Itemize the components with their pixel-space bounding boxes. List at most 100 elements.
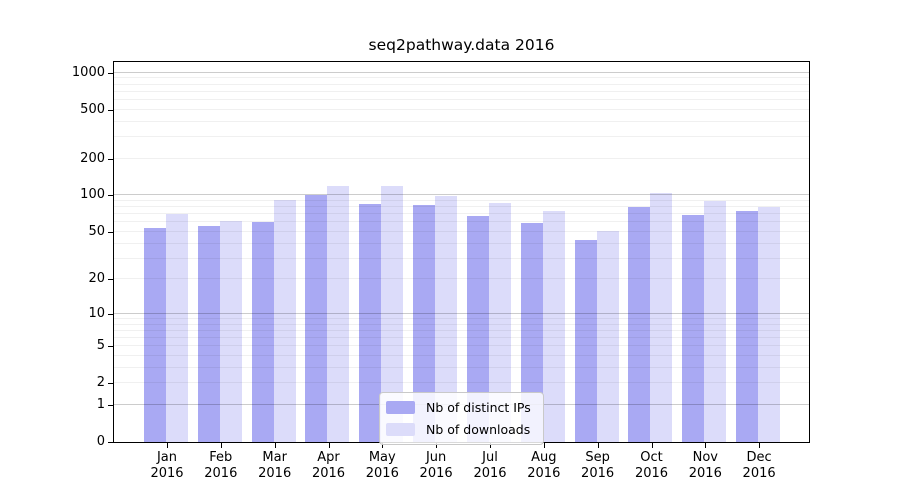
gridline-minor <box>114 355 809 356</box>
gridline-minor <box>114 317 809 319</box>
x-tick-mark <box>167 443 168 448</box>
legend-item-distinct-ips: Nb of distinct IPs <box>386 397 531 418</box>
x-tick-label-may: May 2016 <box>365 450 399 481</box>
y-tick-mark <box>108 313 113 315</box>
bar-ips-jun <box>413 205 436 442</box>
gridline-minor <box>114 230 809 232</box>
gridline-minor <box>114 242 809 244</box>
gridline-minor <box>114 77 809 79</box>
x-tick-mark <box>705 443 707 448</box>
y-tick-mark <box>108 279 113 281</box>
gridline-minor <box>114 382 809 384</box>
bars-layer <box>114 62 809 442</box>
x-tick-mark <box>382 443 384 448</box>
gridline-minor <box>114 323 809 325</box>
bar-ips-nov <box>682 215 705 442</box>
gridline-minor <box>114 136 809 137</box>
x-tick-label-mar: Mar 2016 <box>258 450 292 481</box>
bar-ips-jul <box>466 215 489 442</box>
y-tick-label: 100 <box>80 187 105 203</box>
legend-swatch-distinct-ips <box>386 401 415 414</box>
legend: Nb of distinct IPs Nb of downloads <box>379 392 544 445</box>
bar-downloads-sep <box>596 230 619 442</box>
y-tick-label: 5 <box>96 338 105 354</box>
gridline-minor <box>114 278 809 280</box>
x-tick-label-oct: Oct 2016 <box>634 450 669 481</box>
gridline-minor <box>114 206 809 208</box>
y-tick-label: 1000 <box>71 64 105 80</box>
y-tick-mark <box>108 405 113 406</box>
bar-ips-aug <box>520 223 543 442</box>
y-tick-mark <box>108 72 113 74</box>
gridline-minor <box>114 345 809 347</box>
y-tick-label: 10 <box>88 305 105 321</box>
gridline-minor <box>114 83 809 85</box>
x-tick-mark <box>490 443 491 448</box>
x-tick-label-sep: Sep 2016 <box>581 450 615 481</box>
gridline-minor <box>114 329 809 331</box>
y-tick-label: 20 <box>88 271 105 287</box>
bar-ips-dec <box>736 210 759 442</box>
bar-downloads-aug <box>542 211 565 442</box>
chart-title: seq2pathway.data 2016 <box>368 36 555 54</box>
x-tick-mark <box>436 443 438 448</box>
bar-downloads-dec <box>758 207 781 442</box>
bar-ips-oct <box>628 207 651 442</box>
y-tick-mark <box>108 231 113 233</box>
bar-downloads-feb <box>219 220 242 442</box>
gridline-minor <box>114 199 809 201</box>
y-tick-mark <box>108 158 113 160</box>
bar-ips-jan <box>144 227 166 442</box>
gridline-minor <box>114 99 809 101</box>
gridline-minor <box>114 90 809 92</box>
legend-label-downloads: Nb of downloads <box>426 422 531 437</box>
bar-downloads-nov <box>704 200 727 442</box>
bar-ips-apr <box>305 194 328 442</box>
x-tick-mark <box>651 443 653 448</box>
y-tick-label: 2 <box>96 375 105 391</box>
grid-layer <box>114 62 809 442</box>
y-tick-mark <box>108 195 113 197</box>
bar-downloads-jun <box>435 195 458 442</box>
gridline-minor <box>114 366 809 368</box>
y-tick-label: 500 <box>80 101 105 117</box>
x-tick-label-feb: Feb 2016 <box>204 450 238 481</box>
bar-downloads-jul <box>488 203 511 442</box>
y-tick-label: 0 <box>96 434 105 449</box>
bar-ips-sep <box>574 239 597 442</box>
y-tick-mark <box>108 346 113 348</box>
x-tick-label-nov: Nov 2016 <box>688 450 722 481</box>
gridline-minor <box>114 257 809 259</box>
y-tick-label: 200 <box>80 150 105 166</box>
gridline-minor <box>114 213 809 215</box>
x-tick-mark <box>597 443 599 448</box>
bar-downloads-may <box>381 186 404 442</box>
plot-area: Nb of distinct IPs Nb of downloads <box>113 61 810 445</box>
gridline-minor <box>114 221 809 223</box>
legend-item-downloads: Nb of downloads <box>386 419 531 440</box>
gridline-minor <box>114 157 809 159</box>
legend-swatch-downloads <box>386 423 415 436</box>
y-tick-mark <box>108 383 113 385</box>
bar-ips-feb <box>197 225 220 442</box>
bar-ips-may <box>359 204 382 442</box>
bar-ips-mar <box>251 222 274 442</box>
legend-label-distinct-ips: Nb of distinct IPs <box>426 400 531 415</box>
x-tick-mark <box>274 443 276 448</box>
bar-downloads-oct <box>650 192 673 442</box>
x-tick-label-aug: Aug 2016 <box>527 450 561 481</box>
x-tick-mark <box>543 443 545 448</box>
y-tick-label: 50 <box>88 223 105 239</box>
x-tick-label-apr: Apr 2016 <box>311 450 346 481</box>
x-tick-label-jul: Jul 2016 <box>473 450 507 481</box>
bar-downloads-mar <box>273 199 296 442</box>
bar-downloads-apr <box>327 186 350 442</box>
gridline-minor <box>114 337 809 338</box>
x-tick-label-dec: Dec 2016 <box>742 450 776 481</box>
bar-downloads-jan <box>166 213 188 442</box>
y-tick-mark <box>108 109 113 111</box>
gridline-major <box>114 194 809 196</box>
gridline-minor <box>114 120 809 122</box>
x-tick-label-jan: Jan 2016 <box>150 450 184 481</box>
